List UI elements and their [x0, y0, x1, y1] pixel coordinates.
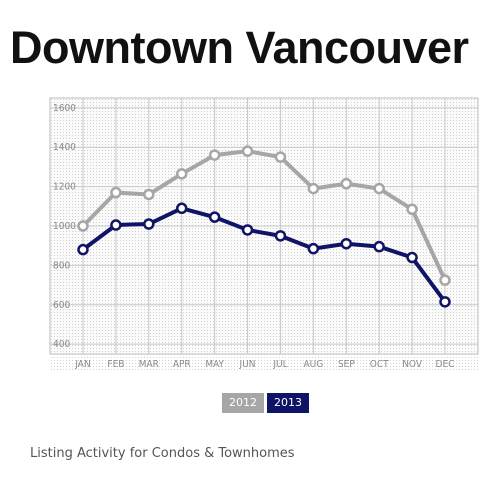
- data-point-2012[interactable]: [143, 188, 155, 201]
- data-point-2012[interactable]: [340, 177, 353, 190]
- data-point-2013[interactable]: [373, 240, 385, 253]
- data-point-2012[interactable]: [406, 203, 418, 216]
- chart-caption: Listing Activity for Condos & Townhomes: [30, 446, 295, 461]
- legend-2013[interactable]: 2013: [267, 393, 309, 413]
- x-tick-label: FEB: [107, 359, 124, 370]
- data-point-2012[interactable]: [241, 145, 254, 157]
- data-point-2013[interactable]: [274, 230, 287, 242]
- data-point-2013[interactable]: [175, 202, 188, 215]
- x-tick-label: DEC: [436, 359, 455, 370]
- y-tick-label: 800: [53, 260, 70, 271]
- data-point-2012[interactable]: [439, 274, 451, 286]
- data-point-2012[interactable]: [110, 186, 122, 199]
- data-point-2012[interactable]: [175, 168, 188, 180]
- x-tick-label: JAN: [74, 359, 90, 370]
- data-point-2012[interactable]: [307, 182, 320, 195]
- x-tick-label: OCT: [370, 359, 389, 370]
- y-tick-label: 1400: [53, 142, 76, 153]
- x-tick-label: JUL: [272, 359, 287, 370]
- data-point-2013[interactable]: [439, 296, 451, 308]
- data-point-2012[interactable]: [77, 220, 89, 232]
- y-tick-label: 400: [53, 339, 70, 350]
- y-tick-label: 1000: [53, 221, 76, 232]
- data-point-2013[interactable]: [143, 218, 155, 230]
- legend: 2012 2013: [222, 393, 309, 413]
- legend-2012[interactable]: 2012: [222, 393, 264, 413]
- page-title: Downtown Vancouver: [10, 22, 469, 73]
- data-point-2012[interactable]: [274, 151, 287, 163]
- x-tick-label: NOV: [402, 359, 423, 370]
- data-point-2013[interactable]: [77, 243, 89, 256]
- data-point-2013[interactable]: [307, 242, 320, 255]
- data-point-2013[interactable]: [340, 237, 353, 250]
- x-tick-label: APR: [173, 359, 191, 370]
- data-point-2013[interactable]: [208, 211, 221, 223]
- data-point-2013[interactable]: [406, 251, 418, 264]
- x-axis-band: [50, 354, 478, 372]
- y-tick-label: 1600: [53, 103, 76, 114]
- y-tick-label: 600: [53, 300, 70, 311]
- data-point-2012[interactable]: [208, 149, 221, 161]
- data-point-2013[interactable]: [241, 224, 254, 236]
- x-tick-label: JUN: [239, 359, 256, 370]
- data-point-2012[interactable]: [373, 182, 385, 195]
- x-tick-label: MAR: [139, 359, 159, 370]
- data-point-2013[interactable]: [110, 219, 122, 231]
- x-tick-label: SEP: [338, 359, 355, 370]
- x-tick-label: AUG: [304, 359, 324, 370]
- x-tick-label: MAY: [205, 359, 224, 370]
- y-tick-label: 1200: [53, 182, 76, 193]
